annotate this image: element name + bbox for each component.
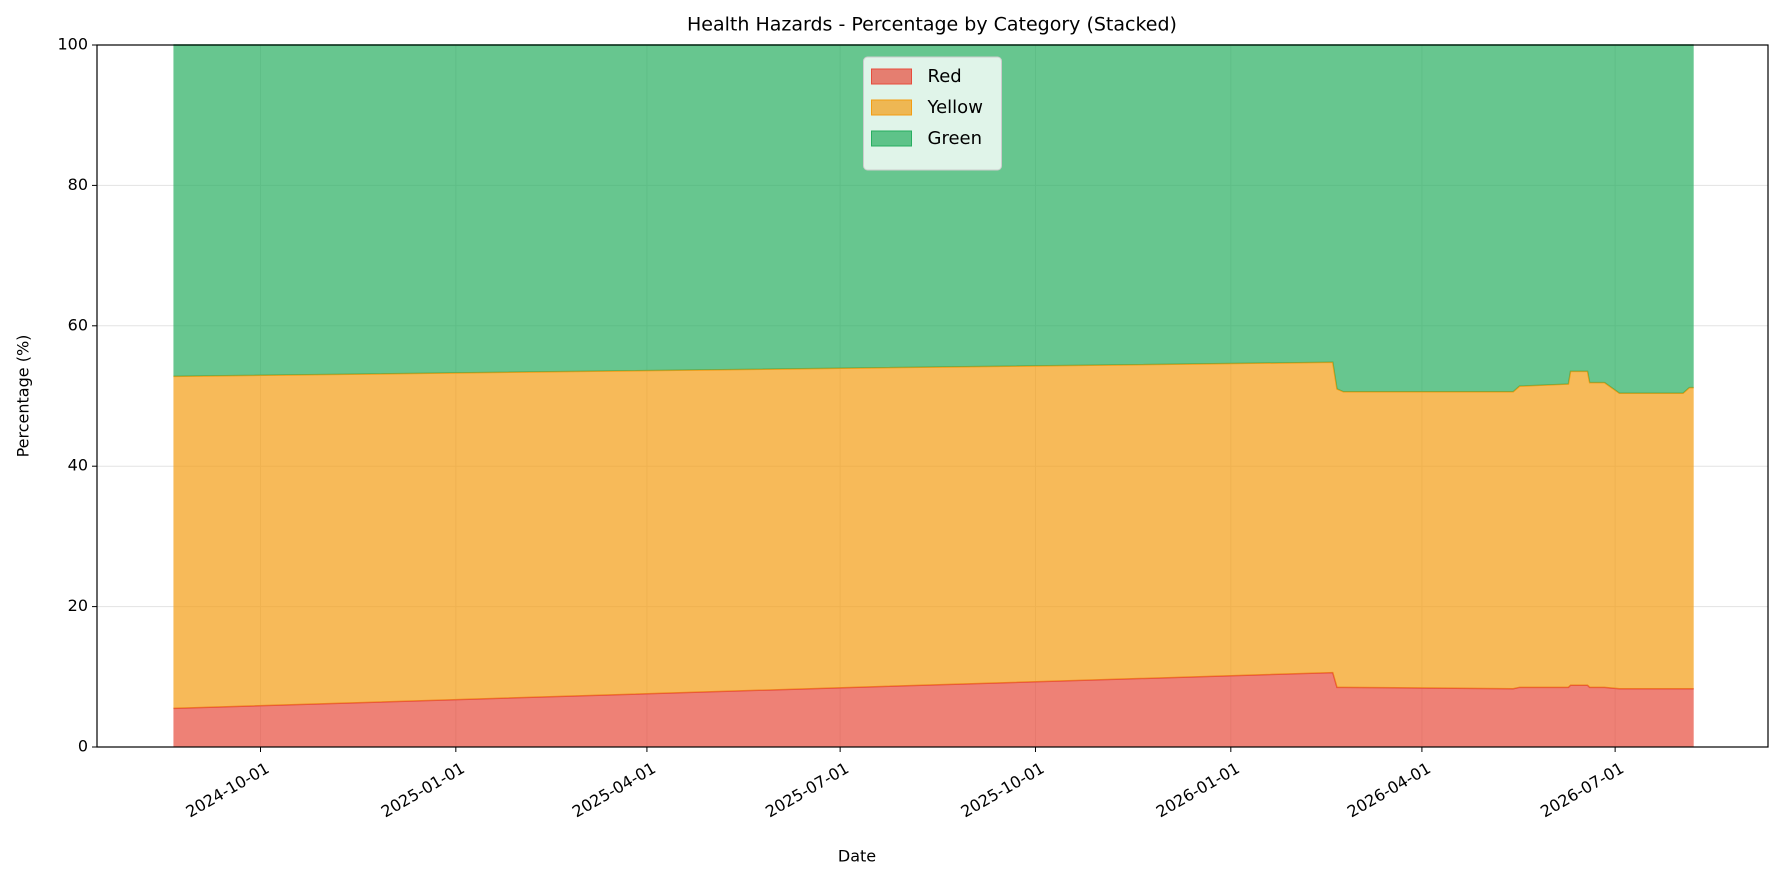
y-tick-label: 20 bbox=[68, 596, 88, 615]
y-tick-label: 100 bbox=[57, 35, 88, 54]
legend-swatch bbox=[871, 130, 912, 147]
x-tick-label: 2026-04-01 bbox=[1344, 758, 1434, 821]
area bbox=[173, 672, 1694, 747]
legend-swatch bbox=[871, 68, 912, 85]
area bbox=[173, 362, 1694, 709]
legend-label: Yellow bbox=[927, 97, 983, 118]
x-tick-label: 2025-04-01 bbox=[569, 758, 659, 821]
x-tick-label: 2025-01-01 bbox=[378, 758, 468, 821]
y-tick-label: 0 bbox=[78, 737, 88, 756]
y-axis-label: Percentage (%) bbox=[14, 335, 33, 458]
plot-frame bbox=[96, 44, 1769, 748]
legend-label: Red bbox=[928, 66, 962, 87]
x-tick-label: 2024-10-01 bbox=[182, 758, 272, 821]
y-tick-label: 80 bbox=[68, 175, 88, 194]
chart-title: Health Hazards - Percentage by Category … bbox=[687, 14, 1177, 36]
x-tick-label: 2026-07-01 bbox=[1537, 758, 1627, 821]
area bbox=[173, 45, 1694, 394]
x-tick-label: 2026-01-01 bbox=[1153, 758, 1243, 821]
x-axis-label: Date bbox=[838, 847, 876, 866]
y-tick-label: 60 bbox=[68, 315, 88, 334]
y-tick-label: 40 bbox=[68, 456, 88, 475]
x-tick-label: 2025-10-01 bbox=[957, 758, 1047, 821]
legend-label: Green bbox=[928, 128, 983, 149]
legend-swatch bbox=[871, 99, 912, 116]
x-tick-label: 2025-07-01 bbox=[762, 758, 852, 821]
